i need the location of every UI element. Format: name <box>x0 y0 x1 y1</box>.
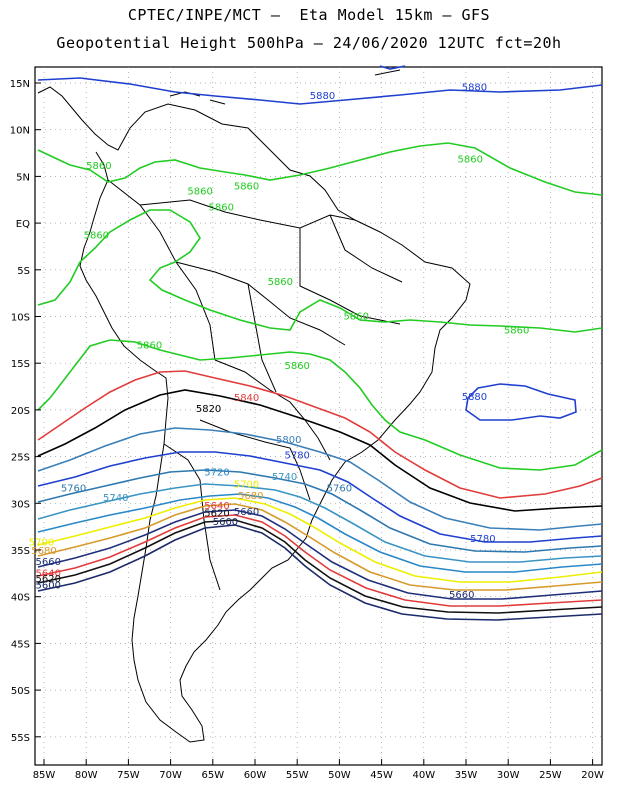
lat-tick-label: 30S <box>11 499 30 510</box>
lat-tick-label: EQ <box>16 219 30 230</box>
contour-label-5780: 5780 <box>284 451 309 462</box>
contour-label-5660: 5660 <box>35 557 60 568</box>
lat-tick-label: 15N <box>10 79 30 90</box>
contour-line-5660 <box>37 509 603 600</box>
latitude-labels: 15N 10N 5N EQ 5S 10S 15S 20S 25S 30S 35S 40S 45S 50S 5… <box>10 79 41 744</box>
longitude-labels: 85W 80W 75W 70W 65W 60W 55W 50W 45W 40W 35W 30W 25W 2… <box>33 759 604 781</box>
contour-label-5760: 5760 <box>61 483 86 494</box>
contour-label-5600: 5600 <box>213 517 238 528</box>
lat-tick-label: 5N <box>16 172 30 183</box>
contour-label-5860: 5860 <box>137 341 162 352</box>
contour-label-5600: 5600 <box>35 581 60 592</box>
lon-tick-label: 70W <box>159 770 182 781</box>
contour-label-5700: 5700 <box>29 538 54 549</box>
contour-label-5860: 5860 <box>84 230 109 241</box>
map-frame <box>34 66 603 766</box>
lon-tick-label: 65W <box>201 770 224 781</box>
lon-tick-label: 50W <box>328 770 351 781</box>
contour-label-5860: 5860 <box>457 155 482 166</box>
contour-label-5820: 5820 <box>196 404 221 415</box>
contour-line-5720 <box>37 493 603 573</box>
contour-label-5780: 5780 <box>470 534 495 545</box>
lat-tick-label: 45S <box>11 639 30 650</box>
lat-tick-label: 5S <box>17 266 30 277</box>
contour-label-5840: 5840 <box>234 393 259 404</box>
contour-line-5860 <box>37 209 603 333</box>
contour-label-5860: 5860 <box>504 326 529 337</box>
lon-tick-label: 35W <box>455 770 478 781</box>
contour-label-5860: 5860 <box>86 161 111 172</box>
contour-label-5680: 5680 <box>31 546 56 557</box>
contour-line-5700 <box>37 497 603 583</box>
land-outlines <box>37 69 471 743</box>
title-line-2: Geopotential Height 500hPa – 24/06/2020 … <box>56 34 562 52</box>
contour-label-5680: 5680 <box>238 491 263 502</box>
contour-line-5860 <box>37 339 603 471</box>
contour-label-5860: 5860 <box>268 277 293 288</box>
lat-tick-label: 55S <box>11 733 30 744</box>
lat-tick-label: 35S <box>11 546 30 557</box>
contour-line-5620 <box>37 519 603 614</box>
contour-line-5840 <box>37 370 603 499</box>
contour-labels: 5880588058805860586058605860586058605860… <box>29 83 530 601</box>
contour-label-5880: 5880 <box>462 83 487 94</box>
lon-tick-label: 60W <box>244 770 267 781</box>
contour-line-5680 <box>37 503 603 591</box>
contour-label-5700: 5700 <box>234 480 259 491</box>
contour-label-5640: 5640 <box>204 501 229 512</box>
contour-label-5640: 5640 <box>35 568 60 579</box>
contour-line-5780 <box>37 451 603 543</box>
contour-line-5860 <box>37 142 603 196</box>
lat-tick-label: 25S <box>11 453 30 464</box>
title-line-1: CPTEC/INPE/MCT – Eta Model 15km – GFS <box>127 6 491 24</box>
contour-label-5860: 5860 <box>187 186 212 197</box>
lon-tick-label: 45W <box>370 770 393 781</box>
lat-tick-label: 50S <box>11 686 30 697</box>
lon-tick-label: 75W <box>117 770 140 781</box>
lon-tick-label: 85W <box>33 770 56 781</box>
contour-line-5880 <box>465 383 577 421</box>
contour-label-5860: 5860 <box>344 312 369 323</box>
lat-tick-label: 40S <box>11 593 30 604</box>
contour-label-5740: 5740 <box>272 472 297 483</box>
contour-line-5880 <box>37 77 603 105</box>
contour-line-5740 <box>37 483 603 563</box>
contour-label-5620: 5620 <box>204 509 229 520</box>
lon-tick-label: 25W <box>539 770 562 781</box>
lon-tick-label: 30W <box>497 770 520 781</box>
contour-label-5620: 5620 <box>35 574 60 585</box>
lon-tick-label: 80W <box>75 770 98 781</box>
contour-line-5880 <box>379 65 406 70</box>
contour-label-5880: 5880 <box>462 392 487 403</box>
lon-tick-label: 20W <box>581 770 604 781</box>
contour-label-5860: 5860 <box>234 182 259 193</box>
contour-line-5800 <box>37 427 603 531</box>
lat-tick-label: 10N <box>10 126 30 137</box>
south-america-coastline <box>37 86 471 743</box>
contour-label-5860: 5860 <box>209 202 234 213</box>
graticule <box>35 67 602 765</box>
contour-line-5600 <box>37 524 603 621</box>
contour-label-5720: 5720 <box>204 468 229 479</box>
lat-tick-label: 15S <box>11 359 30 370</box>
contour-line-5760 <box>37 469 603 553</box>
contour-label-5740: 5740 <box>103 493 128 504</box>
height-contours <box>37 65 603 621</box>
lat-tick-label: 10S <box>11 313 30 324</box>
contour-label-5800: 5800 <box>276 435 301 446</box>
contour-label-5880: 5880 <box>310 91 335 102</box>
contour-label-5660: 5660 <box>234 507 259 518</box>
contour-label-5860: 5860 <box>284 361 309 372</box>
contour-label-5660: 5660 <box>449 590 474 601</box>
lon-tick-label: 55W <box>286 770 309 781</box>
lat-tick-label: 20S <box>11 406 30 417</box>
contour-line-5640 <box>37 514 603 607</box>
contour-label-5760: 5760 <box>327 483 352 494</box>
contour-line-5820 <box>37 389 603 512</box>
lon-tick-label: 40W <box>412 770 435 781</box>
